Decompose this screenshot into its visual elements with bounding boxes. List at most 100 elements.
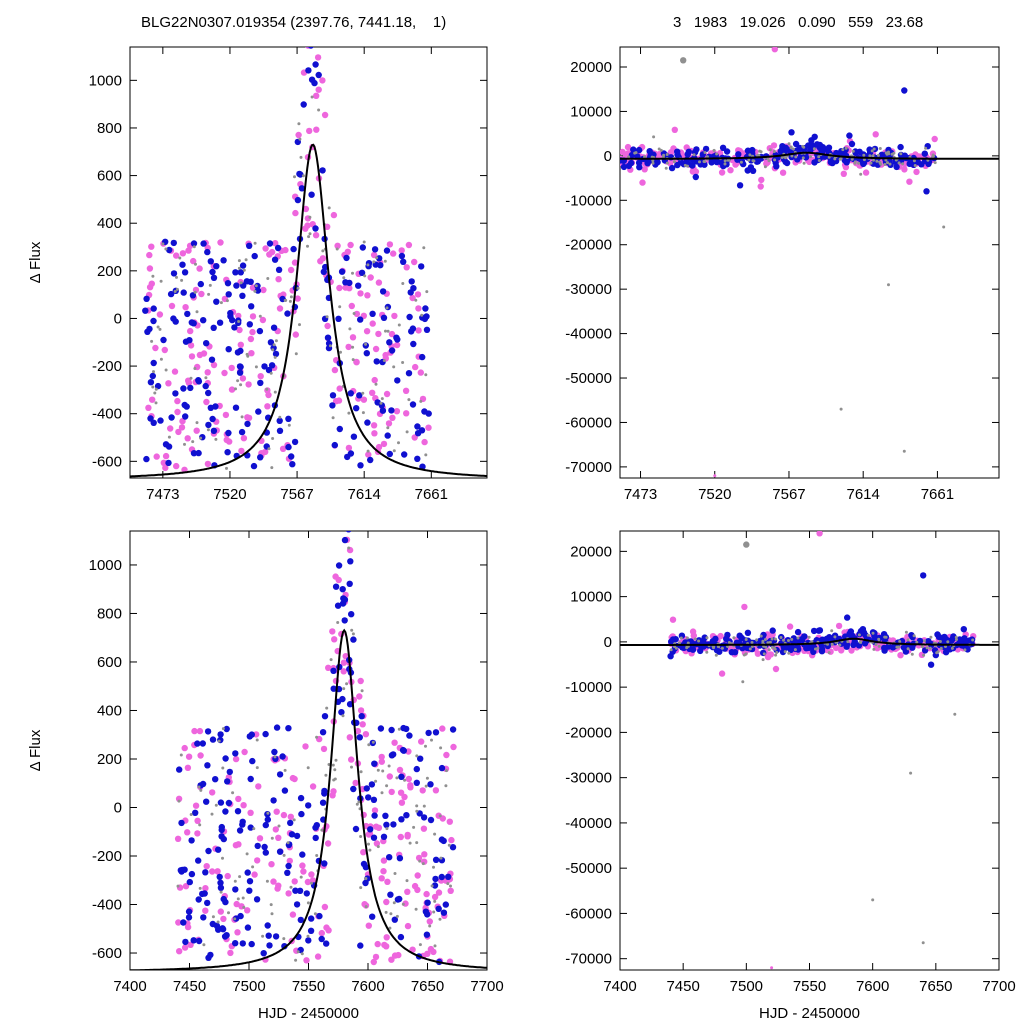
data-point bbox=[922, 639, 926, 643]
data-point bbox=[714, 653, 718, 657]
data-point bbox=[190, 257, 197, 265]
data-point bbox=[222, 755, 229, 762]
data-point bbox=[227, 911, 230, 915]
data-point bbox=[875, 159, 879, 163]
data-point bbox=[697, 639, 701, 643]
y-tick-label: -200 bbox=[92, 848, 122, 865]
data-point bbox=[319, 729, 327, 736]
data-point bbox=[835, 622, 843, 630]
data-point bbox=[857, 633, 861, 637]
data-point bbox=[432, 856, 440, 863]
data-point bbox=[379, 288, 387, 295]
data-point bbox=[396, 766, 404, 774]
data-point bbox=[447, 843, 451, 847]
data-point bbox=[286, 841, 290, 845]
data-point bbox=[418, 859, 422, 863]
data-point bbox=[265, 879, 269, 883]
data-point bbox=[177, 799, 181, 803]
data-point bbox=[146, 251, 153, 259]
x-tick-label: 7600 bbox=[856, 978, 889, 995]
data-point bbox=[378, 875, 385, 882]
data-point bbox=[283, 768, 287, 772]
data-point bbox=[335, 397, 343, 404]
data-point bbox=[693, 637, 697, 641]
data-point bbox=[838, 645, 845, 652]
data-point bbox=[421, 851, 428, 858]
data-point bbox=[278, 415, 282, 419]
data-point bbox=[415, 809, 419, 813]
data-point bbox=[292, 209, 299, 217]
data-point bbox=[205, 954, 212, 961]
data-point bbox=[878, 151, 885, 158]
data-point bbox=[212, 776, 219, 783]
data-point bbox=[187, 327, 194, 335]
data-point bbox=[386, 426, 390, 430]
x-tick-label: 7500 bbox=[730, 978, 763, 995]
data-point bbox=[293, 175, 296, 179]
data-point bbox=[318, 929, 325, 937]
data-point bbox=[352, 312, 356, 315]
data-point bbox=[388, 726, 395, 734]
data-point bbox=[170, 270, 178, 277]
data-point bbox=[184, 435, 191, 442]
data-point bbox=[268, 362, 276, 369]
data-point bbox=[769, 627, 776, 634]
data-points bbox=[620, 47, 946, 478]
data-point bbox=[321, 713, 329, 720]
data-point bbox=[321, 860, 328, 867]
data-point bbox=[790, 154, 794, 158]
data-point bbox=[418, 263, 425, 270]
data-point bbox=[678, 641, 681, 645]
x-tick-label: 7567 bbox=[280, 486, 313, 503]
x-tick-label: 7600 bbox=[351, 978, 384, 995]
data-point bbox=[195, 378, 203, 385]
data-point bbox=[689, 628, 697, 635]
data-point bbox=[225, 291, 232, 298]
data-point bbox=[405, 370, 413, 377]
data-point bbox=[862, 169, 870, 176]
x-tick-label: 7661 bbox=[921, 486, 954, 503]
data-point bbox=[398, 773, 405, 780]
data-point bbox=[431, 882, 439, 889]
data-point bbox=[247, 809, 254, 816]
data-point bbox=[901, 166, 908, 173]
data-point bbox=[265, 932, 272, 939]
outlier-point bbox=[942, 225, 946, 229]
data-point bbox=[817, 155, 821, 159]
data-point bbox=[298, 810, 305, 818]
data-point bbox=[779, 636, 783, 639]
data-point bbox=[217, 239, 224, 246]
data-point bbox=[248, 350, 255, 357]
data-point bbox=[207, 404, 214, 411]
data-point bbox=[401, 793, 408, 801]
data-point bbox=[204, 248, 211, 256]
data-point bbox=[884, 151, 888, 155]
data-point bbox=[205, 421, 212, 429]
data-point bbox=[392, 365, 396, 369]
data-point bbox=[150, 339, 154, 343]
data-point bbox=[430, 884, 434, 888]
data-point bbox=[770, 645, 774, 649]
data-point bbox=[386, 329, 390, 333]
data-point bbox=[200, 240, 207, 247]
outlier-point bbox=[871, 898, 875, 902]
data-point bbox=[425, 424, 432, 431]
data-point bbox=[219, 925, 226, 932]
data-point bbox=[252, 827, 256, 831]
data-point bbox=[846, 132, 853, 139]
data-point bbox=[265, 366, 273, 374]
data-point bbox=[235, 795, 242, 803]
data-point bbox=[331, 763, 335, 767]
data-point bbox=[380, 440, 388, 448]
data-point bbox=[447, 887, 454, 894]
data-point bbox=[365, 922, 372, 929]
data-point bbox=[639, 179, 646, 186]
data-point bbox=[330, 685, 337, 692]
data-point bbox=[955, 638, 958, 641]
data-point bbox=[415, 754, 419, 758]
data-point bbox=[289, 295, 293, 299]
data-point bbox=[425, 729, 432, 737]
y-tick-label: 200 bbox=[97, 751, 122, 768]
data-point bbox=[883, 163, 887, 166]
data-point bbox=[329, 628, 336, 635]
